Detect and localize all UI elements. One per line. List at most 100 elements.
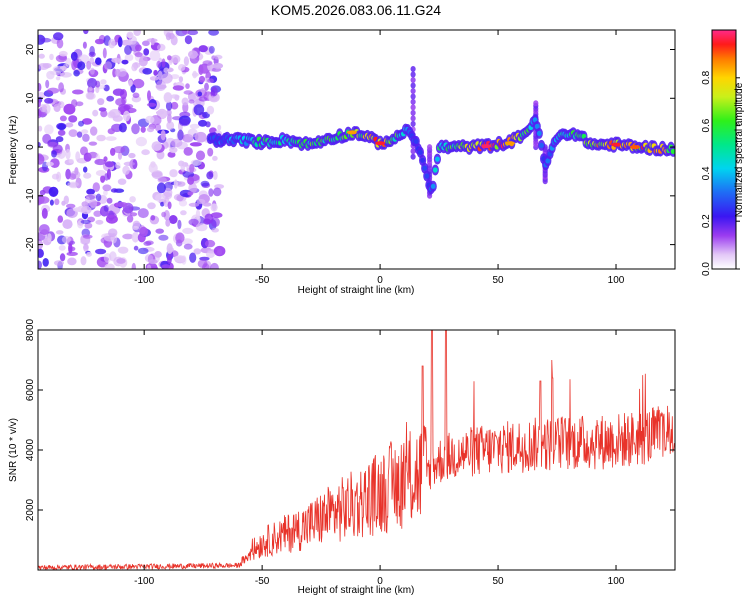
noise-blob [48,186,59,197]
noise-blob [106,210,116,218]
noise-blob [135,136,147,147]
noise-blob [183,243,193,250]
colorbar-tick-label: 0.2 [701,214,712,228]
noise-blob [176,194,184,202]
noise-blob [104,161,115,168]
noise-blob [195,150,206,161]
noise-blob [51,150,57,158]
noise-blob [89,57,95,65]
noise-blob [196,198,206,205]
noise-blob [42,63,52,69]
noise-blob [45,161,54,167]
noise-blob [135,44,142,52]
noise-blob [39,104,47,113]
ridge-core [420,157,425,163]
noise-blob [77,61,86,71]
noise-blob [38,109,42,119]
noise-blob [147,90,151,101]
colorbar-tick-label: 0.0 [701,262,712,276]
noise-blob [112,88,125,96]
noise-blob [115,161,121,170]
noise-blob [105,136,117,142]
noise-blob [109,108,121,119]
noise-blob [187,128,198,138]
noise-blob [71,99,78,108]
noise-blob [208,30,219,36]
noise-blob [134,52,143,58]
noise-blob [169,146,178,154]
ridge-core [534,123,540,129]
noise-blob [47,233,52,243]
noise-blob [189,142,202,147]
noise-blob [85,91,95,100]
noise-blob [178,76,184,83]
x-tick-label: -50 [255,576,270,587]
noise-blob [190,159,202,166]
snr-y-axis: 2000 4000 6000 8000 [25,318,675,521]
noise-blob [102,184,112,192]
noise-blob [167,55,172,61]
noise-blob [94,38,105,45]
noise-blob [83,243,89,252]
noise-blob [59,115,67,122]
ridge-peak [375,141,386,146]
noise-blob [92,109,99,117]
snr-series-line [38,330,675,570]
noise-blob [170,54,181,64]
colorbar-tick-label: 0.8 [701,70,712,84]
spike-band [410,82,416,89]
noise-blob [58,50,68,57]
noise-blob [202,202,212,207]
noise-blob [66,203,76,209]
noise-blob [38,125,43,132]
noise-blob [42,133,52,144]
noise-blob [129,196,136,203]
noise-blob [175,232,185,244]
noise-blob [178,199,188,207]
noise-blob [118,122,127,133]
noise-blob [80,239,91,245]
ridge-core [422,165,428,171]
noise-blob [163,187,173,198]
noise-blob [151,141,162,152]
spike-band [410,93,416,100]
noise-blob [145,115,155,124]
noise-blob [210,86,218,97]
noise-blob [123,110,131,122]
noise-blob [61,235,71,244]
noise-blob [96,134,106,142]
noise-blob [193,248,202,255]
noise-blob [194,131,207,143]
noise-blob [44,124,54,135]
ridge-core [536,130,542,136]
noise-blob [189,252,197,263]
noise-blob [59,253,66,262]
noise-blob [107,128,116,135]
noise-blob [184,35,193,45]
noise-blob [167,201,172,210]
spectrogram-x-label: Height of straight line (km) [298,285,415,296]
noise-blob [167,113,172,124]
noise-blob [117,246,129,254]
noise-blob [118,116,123,121]
noise-blob [53,103,61,112]
noise-blob [200,180,210,187]
spike-band [410,66,416,72]
spike-band [427,144,433,151]
noise-blob [49,199,54,206]
noise-blob [189,163,195,173]
noise-blob [123,161,135,166]
noise-blob [54,198,60,206]
noise-blob [38,99,41,108]
noise-blob [49,53,54,61]
noise-blob [140,126,146,133]
noise-blob [75,101,84,107]
y-tick-label: 4000 [25,438,36,461]
noise-blob [93,210,102,217]
colorbar-tick-label: 0.6 [701,118,712,132]
noise-blob [83,30,89,35]
noise-blob [168,60,173,65]
noise-blob [132,92,140,99]
noise-blob [142,40,150,47]
colorbar-tick-label: 0.4 [701,166,712,180]
